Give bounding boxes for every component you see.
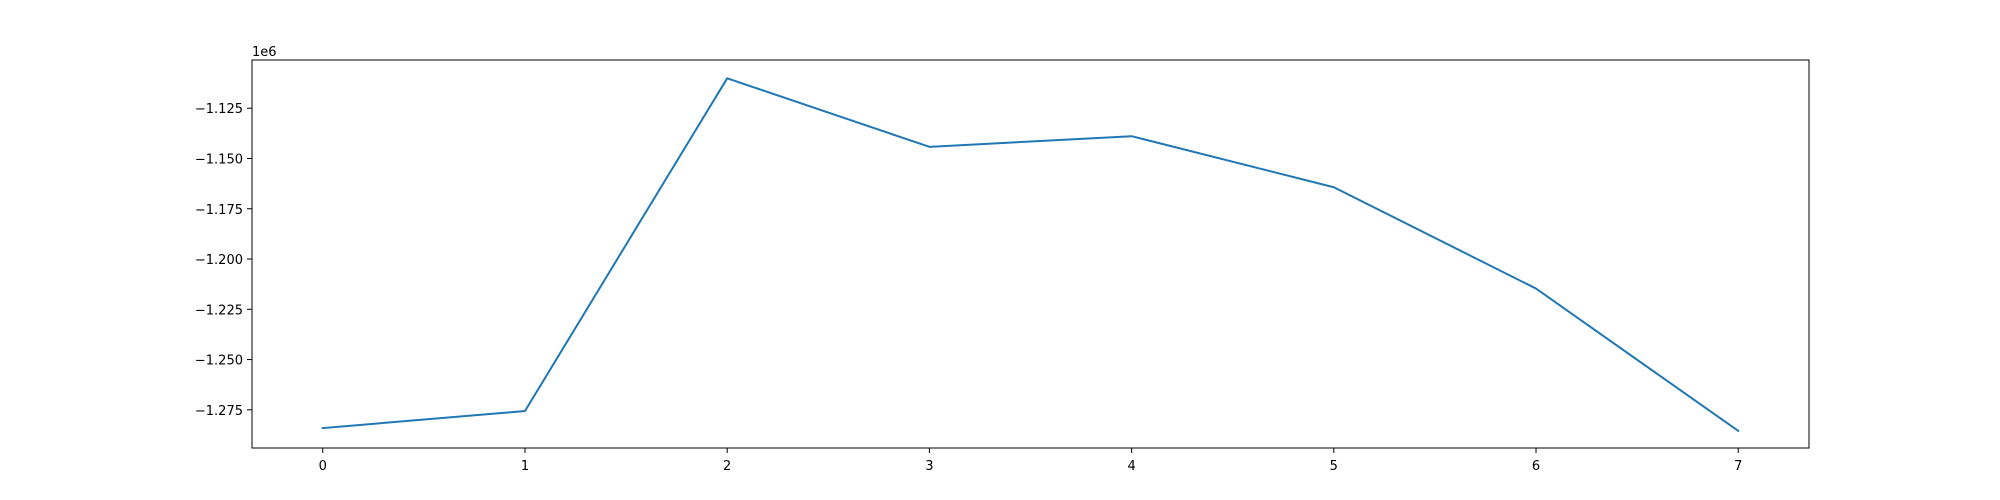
y-tick-label: −1.150 — [195, 153, 243, 168]
x-tick-label: 7 — [1734, 459, 1742, 474]
x-tick-label: 1 — [521, 459, 529, 474]
x-tick-label: 6 — [1532, 459, 1540, 474]
x-tick-label: 5 — [1330, 459, 1338, 474]
x-tick-label: 0 — [319, 459, 327, 474]
y-tick-label: −1.225 — [195, 303, 243, 318]
x-axis: 0 1 2 3 4 5 6 7 — [319, 448, 1742, 474]
y-tick-label: −1.125 — [195, 102, 243, 117]
y-tick-label: −1.250 — [195, 354, 243, 369]
x-tick-label: 4 — [1127, 459, 1135, 474]
plot-area — [321, 77, 1740, 433]
y-axis-offset-label: 1e6 — [252, 45, 277, 60]
y-tick-label: −1.275 — [195, 404, 243, 419]
x-tick-label: 2 — [723, 459, 731, 474]
y-tick-label: −1.175 — [195, 203, 243, 218]
y-axis: −1.275 −1.250 −1.225 −1.200 −1.175 −1.150 −1.1… — [195, 102, 252, 419]
series-line — [321, 77, 1740, 433]
axes-frame — [251, 59, 1810, 449]
x-tick-label: 3 — [925, 459, 933, 474]
y-tick-label: −1.200 — [195, 253, 243, 268]
